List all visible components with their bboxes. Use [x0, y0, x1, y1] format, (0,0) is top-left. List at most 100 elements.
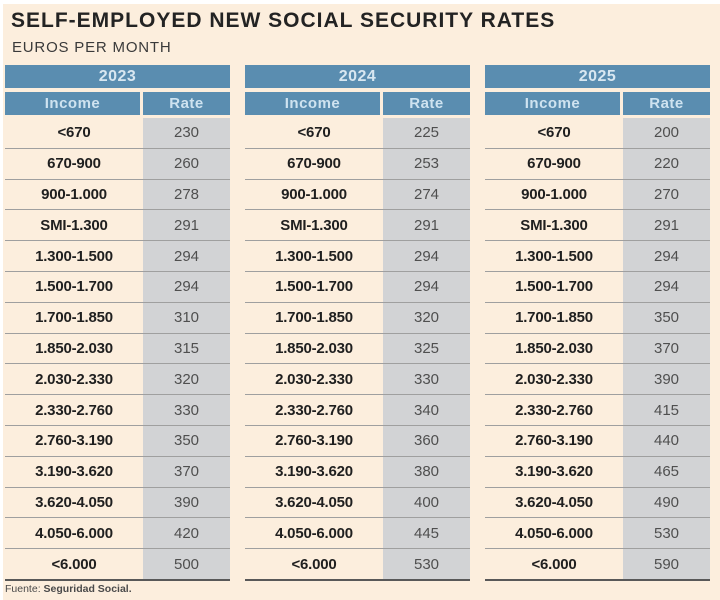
rate-cell: 294 — [623, 241, 710, 271]
year-header-2025: 2025 — [485, 65, 710, 88]
rate-cell: 360 — [383, 425, 470, 456]
rate-cell: 294 — [383, 271, 470, 302]
source-name: Seguridad Social. — [43, 583, 132, 595]
rate-cell: 294 — [623, 271, 710, 302]
table-row: SMI-1.300 291 — [485, 210, 710, 242]
table-row: 1.500-1.700 294 — [485, 271, 710, 303]
table-row: 1.300-1.500 294 — [485, 241, 710, 272]
table-row: 1.850-2.030 370 — [485, 333, 710, 365]
income-cell: 2.030-2.330 — [515, 370, 593, 388]
income-cell: 2.760-3.190 — [275, 432, 353, 450]
income-cell: 900-1.000 — [281, 185, 347, 203]
table-row: SMI-1.300 291 — [245, 210, 470, 242]
income-cell: SMI-1.300 — [520, 216, 588, 234]
rate-cell: 291 — [623, 210, 710, 241]
income-cell: 1.300-1.500 — [515, 247, 593, 265]
table-row: 900-1.000 270 — [485, 179, 710, 211]
rate-cell: 291 — [383, 210, 470, 241]
income-cell: 1.850-2.030 — [35, 339, 113, 357]
rate-cell: 274 — [383, 179, 470, 210]
rate-cell: 315 — [143, 333, 230, 364]
income-cell: <6.000 — [51, 555, 97, 573]
rate-cell: 440 — [623, 425, 710, 456]
table-row: 900-1.000 274 — [245, 179, 470, 211]
background-panel: SELF-EMPLOYED NEW SOCIAL SECURITY RATES … — [3, 4, 720, 600]
income-cell: <670 — [537, 124, 571, 142]
rate-cell: 370 — [623, 333, 710, 364]
table-row: 1.300-1.500 294 — [5, 241, 230, 272]
income-cell: SMI-1.300 — [40, 216, 108, 234]
income-cell: 1.500-1.700 — [35, 278, 113, 296]
rate-cell: 294 — [143, 241, 230, 271]
table-row: 3.620-4.050 390 — [5, 487, 230, 519]
income-cell: 670-900 — [287, 155, 341, 173]
table-2025: 2025 Income Rate <670 200 670-900 220 900-1.… — [485, 65, 710, 581]
table-body: <670 200 670-900 220 900-1.000 270 SMI-1.300 29… — [485, 118, 710, 581]
income-cell: 3.190-3.620 — [275, 463, 353, 481]
income-cell: 900-1.000 — [521, 185, 587, 203]
rate-cell: 200 — [623, 118, 710, 148]
rate-cell: 253 — [383, 148, 470, 179]
rate-cell: 415 — [623, 395, 710, 425]
income-cell: 2.760-3.190 — [515, 432, 593, 450]
income-cell: 3.620-4.050 — [35, 493, 113, 511]
income-cell: <6.000 — [531, 555, 577, 573]
rate-cell: 291 — [143, 210, 230, 241]
column-headers: Income Rate — [245, 92, 470, 115]
rate-column-header: Rate — [383, 92, 470, 115]
rate-cell: 325 — [383, 333, 470, 364]
income-cell: <670 — [57, 124, 91, 142]
rate-cell: 310 — [143, 302, 230, 333]
income-cell: 3.190-3.620 — [515, 463, 593, 481]
table-row: 1.850-2.030 325 — [245, 333, 470, 365]
income-cell: 1.700-1.850 — [275, 309, 353, 327]
income-cell: 3.190-3.620 — [35, 463, 113, 481]
year-header-2024: 2024 — [245, 65, 470, 88]
income-cell: 2.330-2.760 — [515, 401, 593, 419]
table-row: 3.190-3.620 465 — [485, 456, 710, 488]
table-body: <670 225 670-900 253 900-1.000 274 SMI-1.300 29… — [245, 118, 470, 581]
year-header-2023: 2023 — [5, 65, 230, 88]
rate-cell: 530 — [383, 549, 470, 579]
income-cell: 2.330-2.760 — [35, 401, 113, 419]
table-row: 4.050-6.000 445 — [245, 518, 470, 550]
income-cell: 1.850-2.030 — [275, 339, 353, 357]
income-cell: 1.850-2.030 — [515, 339, 593, 357]
rate-cell: 330 — [383, 364, 470, 395]
income-column-header: Income — [245, 92, 380, 115]
page-subtitle: EUROS PER MONTH — [12, 39, 172, 56]
table-row: 2.760-3.190 440 — [485, 425, 710, 457]
table-row: <670 225 — [245, 118, 470, 149]
income-cell: 3.620-4.050 — [515, 493, 593, 511]
income-cell: 670-900 — [47, 155, 101, 173]
table-2023: 2023 Income Rate <670 230 670-900 260 900-1.… — [5, 65, 230, 581]
rate-cell: 260 — [143, 148, 230, 179]
rate-cell: 320 — [383, 302, 470, 333]
income-cell: 4.050-6.000 — [515, 524, 593, 542]
table-row: 2.330-2.760 415 — [485, 395, 710, 426]
table-row: 1.500-1.700 294 — [245, 271, 470, 303]
table-row: <6.000 500 — [5, 549, 230, 579]
rate-cell: 320 — [143, 364, 230, 395]
rate-cell: 330 — [143, 395, 230, 425]
rate-cell: 370 — [143, 456, 230, 487]
rate-cell: 590 — [623, 549, 710, 579]
rate-cell: 294 — [143, 271, 230, 302]
income-cell: SMI-1.300 — [280, 216, 348, 234]
rate-cell: 278 — [143, 179, 230, 210]
tables-row: 2023 Income Rate <670 230 670-900 260 900-1.… — [5, 65, 710, 581]
rate-cell: 225 — [383, 118, 470, 148]
income-cell: 1.300-1.500 — [275, 247, 353, 265]
table-row: 2.330-2.760 340 — [245, 395, 470, 426]
table-row: 2.760-3.190 360 — [245, 425, 470, 457]
rate-column-header: Rate — [623, 92, 710, 115]
rate-cell: 390 — [623, 364, 710, 395]
income-cell: <6.000 — [291, 555, 337, 573]
income-cell: 2.760-3.190 — [35, 432, 113, 450]
income-cell: 1.500-1.700 — [515, 278, 593, 296]
table-row: 1.700-1.850 310 — [5, 302, 230, 334]
column-headers: Income Rate — [485, 92, 710, 115]
source-prefix: Fuente: — [5, 583, 41, 595]
rate-cell: 380 — [383, 456, 470, 487]
